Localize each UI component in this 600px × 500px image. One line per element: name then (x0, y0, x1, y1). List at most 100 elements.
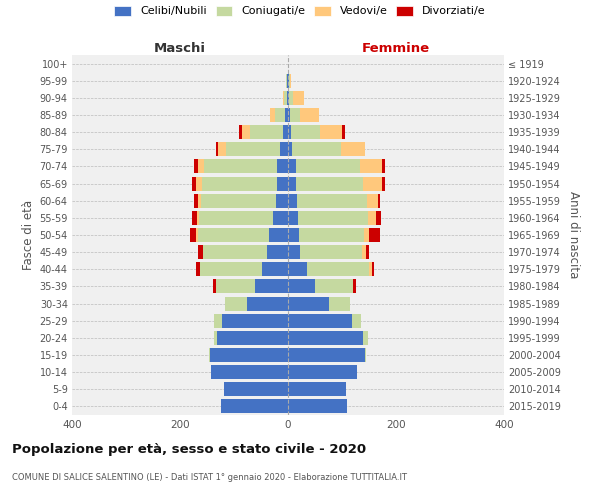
Bar (222, 314, 288, 328)
Bar (288, 382, 346, 396)
Bar (288, 314, 352, 328)
Bar (283, 91, 284, 105)
Y-axis label: Anni di nascita: Anni di nascita (566, 192, 580, 278)
Bar (277, 160, 288, 173)
Bar (211, 365, 288, 379)
Bar (382, 176, 385, 190)
Bar (352, 314, 361, 328)
Text: Femmine: Femmine (362, 42, 430, 55)
Bar (288, 400, 347, 413)
Bar (290, 108, 301, 122)
Bar (377, 194, 380, 207)
Bar (301, 108, 319, 122)
Bar (283, 125, 288, 139)
Bar (193, 211, 197, 225)
Bar (320, 125, 342, 139)
Bar (217, 331, 288, 345)
Bar (215, 280, 254, 293)
Text: Maschi: Maschi (154, 42, 206, 55)
Bar (262, 262, 288, 276)
Bar (268, 245, 288, 259)
Bar (210, 348, 288, 362)
Bar (369, 262, 372, 276)
Bar (198, 160, 204, 173)
Bar (341, 142, 365, 156)
Bar (250, 125, 283, 139)
Bar (288, 348, 365, 362)
Bar (315, 280, 353, 293)
Bar (363, 176, 382, 190)
Bar (288, 262, 307, 276)
Bar (292, 142, 341, 156)
Bar (289, 91, 293, 105)
Bar (382, 160, 385, 173)
Bar (290, 125, 320, 139)
Bar (299, 228, 364, 242)
Bar (199, 211, 273, 225)
Bar (300, 245, 362, 259)
Bar (342, 125, 344, 139)
Bar (200, 194, 276, 207)
Bar (196, 176, 202, 190)
Bar (218, 142, 226, 156)
Bar (196, 262, 200, 276)
Bar (296, 176, 363, 190)
Bar (226, 296, 247, 310)
Bar (287, 74, 288, 88)
Bar (364, 228, 369, 242)
Bar (192, 176, 196, 190)
Bar (367, 194, 377, 207)
Bar (362, 245, 366, 259)
Bar (221, 400, 288, 413)
Bar (239, 125, 242, 139)
Bar (242, 125, 250, 139)
Bar (275, 108, 286, 122)
Bar (288, 365, 357, 379)
Bar (288, 211, 298, 225)
Bar (286, 108, 288, 122)
Bar (197, 211, 199, 225)
Bar (193, 160, 198, 173)
Bar (296, 160, 361, 173)
Bar (288, 228, 299, 242)
Bar (200, 262, 262, 276)
Bar (276, 194, 288, 207)
Bar (277, 176, 288, 190)
Bar (209, 348, 210, 362)
Bar (199, 245, 203, 259)
Bar (270, 108, 275, 122)
Bar (280, 142, 288, 156)
Bar (293, 91, 304, 105)
Bar (361, 160, 382, 173)
Bar (226, 142, 280, 156)
Bar (284, 91, 287, 105)
Bar (296, 194, 367, 207)
Text: COMUNE DI SALICE SALENTINO (LE) - Dati ISTAT 1° gennaio 2020 - Elaborazione TUTT: COMUNE DI SALICE SALENTINO (LE) - Dati I… (12, 472, 407, 482)
Legend: Celibi/Nubili, Coniugati/e, Vedovi/e, Divorziati/e: Celibi/Nubili, Coniugati/e, Vedovi/e, Di… (115, 6, 485, 16)
Bar (214, 314, 222, 328)
Bar (368, 211, 376, 225)
Bar (203, 245, 268, 259)
Bar (202, 176, 277, 190)
Bar (214, 331, 217, 345)
Bar (288, 125, 290, 139)
Bar (288, 245, 300, 259)
Bar (199, 228, 269, 242)
Bar (376, 211, 382, 225)
Bar (288, 176, 296, 190)
Bar (362, 331, 368, 345)
Bar (224, 382, 288, 396)
Bar (287, 91, 288, 105)
Bar (273, 211, 288, 225)
Bar (204, 160, 277, 173)
Bar (288, 91, 289, 105)
Bar (366, 245, 369, 259)
Bar (369, 228, 380, 242)
Bar (190, 228, 196, 242)
Bar (215, 142, 218, 156)
Bar (365, 348, 366, 362)
Bar (307, 262, 369, 276)
Bar (329, 296, 350, 310)
Bar (372, 262, 374, 276)
Bar (288, 108, 290, 122)
